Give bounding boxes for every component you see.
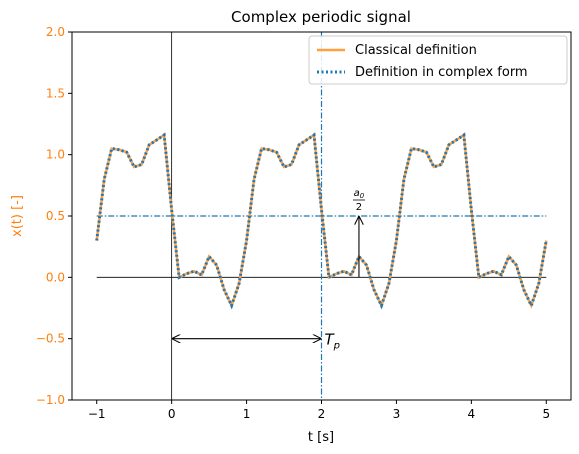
legend-label: Classical definition — [355, 43, 477, 58]
y-tick-label: 0.0 — [46, 270, 65, 284]
series-line — [95, 132, 548, 309]
label-subscript: p — [333, 341, 340, 352]
y-tick-label: 0.5 — [46, 209, 65, 223]
fraction-denominator: 2 — [356, 202, 362, 213]
y-tick-label: 1.5 — [46, 86, 65, 100]
x-tick-label: 1 — [243, 407, 251, 421]
x-tick-label: 4 — [468, 407, 476, 421]
x-tick-label: −1 — [88, 407, 106, 421]
num-main: a — [354, 188, 360, 199]
chart-title: Complex periodic signal — [231, 8, 411, 26]
x-tick-label: 0 — [168, 407, 176, 421]
x-tick-label: 2 — [318, 407, 326, 421]
x-tick-label: 3 — [393, 407, 401, 421]
y-axis-label: x(t) [-] — [10, 195, 25, 237]
x-tick-label: 5 — [542, 407, 550, 421]
num-subscript: 0 — [360, 192, 365, 200]
label-main: T — [325, 331, 336, 349]
y-tick-label: −0.5 — [36, 332, 65, 346]
plot-frame — [71, 31, 572, 401]
legend-box — [308, 35, 568, 85]
y-tick-label: 2.0 — [46, 25, 65, 39]
y-tick-label: 1.0 — [46, 148, 65, 162]
y-tick-label: −1.0 — [36, 393, 65, 407]
arrow-label: Tp — [325, 331, 341, 352]
legend-label: Definition in complex form — [355, 65, 528, 80]
x-axis-label: t [s] — [308, 430, 334, 445]
fraction-numerator: a0 — [354, 188, 365, 200]
